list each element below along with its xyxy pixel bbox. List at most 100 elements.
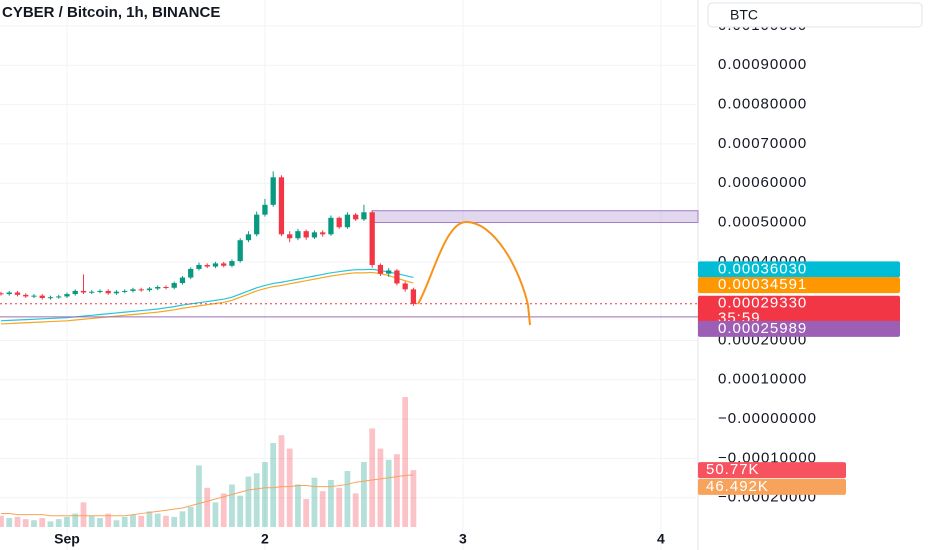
candle-body <box>320 232 326 235</box>
currency-button[interactable] <box>707 2 923 28</box>
volume-bar <box>55 519 62 527</box>
volume-bar <box>72 513 79 527</box>
volume-bar <box>171 516 178 527</box>
price-badge <box>698 261 900 278</box>
volume-badge-label: 46.492K <box>706 478 769 495</box>
volume-bar <box>204 487 211 527</box>
candle-body <box>270 177 276 205</box>
volume-bar <box>344 471 351 527</box>
candle-body <box>229 261 235 266</box>
volume-bar <box>402 397 409 527</box>
volume-ma <box>0 474 414 517</box>
volume-bar <box>237 495 244 527</box>
volume-bar <box>361 462 367 527</box>
candle-body <box>31 295 37 297</box>
price-badge <box>698 320 900 337</box>
volume-bar <box>410 470 417 527</box>
candle-body <box>97 290 103 292</box>
volume-bar <box>113 520 120 527</box>
volume-bar <box>187 506 194 527</box>
candle-body <box>6 292 12 295</box>
volume-bar <box>212 502 219 527</box>
volume-bar <box>130 514 136 527</box>
grid <box>0 0 698 550</box>
y-tick-label: 0.00050000 <box>718 213 807 230</box>
candle-body <box>146 288 153 291</box>
price-badge-label: 0.00036030 <box>718 260 807 277</box>
volume-bar <box>319 491 326 527</box>
candle-body <box>254 214 260 235</box>
y-tick-label: 0.00010000 <box>718 371 807 388</box>
x-tick-label: 3 <box>459 531 467 547</box>
plot <box>0 171 699 527</box>
candle-body <box>56 296 62 298</box>
y-tick-label: 0.00090000 <box>718 56 807 73</box>
candle-body <box>179 277 186 284</box>
candle-body <box>394 270 400 284</box>
candle-body <box>221 263 227 266</box>
price-badge-label: 0.00034591 <box>718 276 807 293</box>
volume-bar <box>196 465 202 527</box>
price-badge <box>698 295 900 328</box>
volume-bar <box>146 511 153 527</box>
y-tick-label: 0.00080000 <box>718 96 807 113</box>
volume-bar <box>245 476 252 527</box>
candle-body <box>163 286 169 288</box>
volume-bar <box>179 511 186 527</box>
candle-body <box>188 268 194 278</box>
volume-bar <box>39 518 46 527</box>
candle-body <box>295 231 301 239</box>
candle-body <box>138 289 144 291</box>
volume-bar <box>47 521 54 527</box>
candle-body <box>72 290 78 295</box>
candle-body <box>212 263 219 267</box>
candle-body <box>377 264 384 274</box>
candle-body <box>386 270 392 274</box>
volume-bar <box>0 515 4 527</box>
y-tick-label: −0.00000000 <box>718 410 817 427</box>
candle-body <box>353 214 359 220</box>
moving-average <box>0 268 414 322</box>
candle-body <box>344 214 351 228</box>
drawn-curve <box>417 220 531 326</box>
volume-bar <box>295 484 301 527</box>
volume-bar <box>121 516 128 527</box>
candle-body <box>14 292 21 295</box>
candle-body <box>369 212 375 265</box>
price-badge <box>698 277 900 294</box>
price-badge-label: 0.00025989 <box>718 320 807 337</box>
volume-bar <box>377 448 384 527</box>
volume-bar <box>22 519 29 527</box>
candle-body <box>262 204 268 215</box>
volume-bar <box>80 502 87 527</box>
candle-body <box>287 234 293 239</box>
candle-body <box>303 231 309 238</box>
volume-bar <box>229 484 235 527</box>
volume-bar <box>311 477 318 527</box>
candle-body <box>410 289 417 304</box>
price-axis: 0.001000000.000900000.000800000.00070000… <box>54 17 900 547</box>
volume-bar <box>385 459 392 527</box>
volume-bar <box>262 462 268 527</box>
zone <box>371 210 699 224</box>
volume-bar <box>278 435 285 527</box>
volume-bar <box>369 428 376 527</box>
currency-label[interactable]: BTC <box>730 7 758 23</box>
candle-body <box>23 294 29 297</box>
x-tick-label: 4 <box>657 531 665 547</box>
volume-bar <box>303 499 310 527</box>
volume-bar <box>88 515 95 527</box>
volume-bar <box>253 473 260 527</box>
x-tick-label: Sep <box>54 531 80 547</box>
volume-bar <box>336 487 343 527</box>
volume-bar <box>163 515 169 527</box>
candle-body <box>311 232 318 238</box>
volume-bar <box>352 493 359 527</box>
volume-bar <box>286 448 293 527</box>
price-badge-label: 0.00029330 <box>718 295 807 312</box>
volume-bar <box>394 454 400 527</box>
candle-body <box>122 290 128 292</box>
candle-body <box>47 297 54 299</box>
volume-badge <box>698 478 846 495</box>
